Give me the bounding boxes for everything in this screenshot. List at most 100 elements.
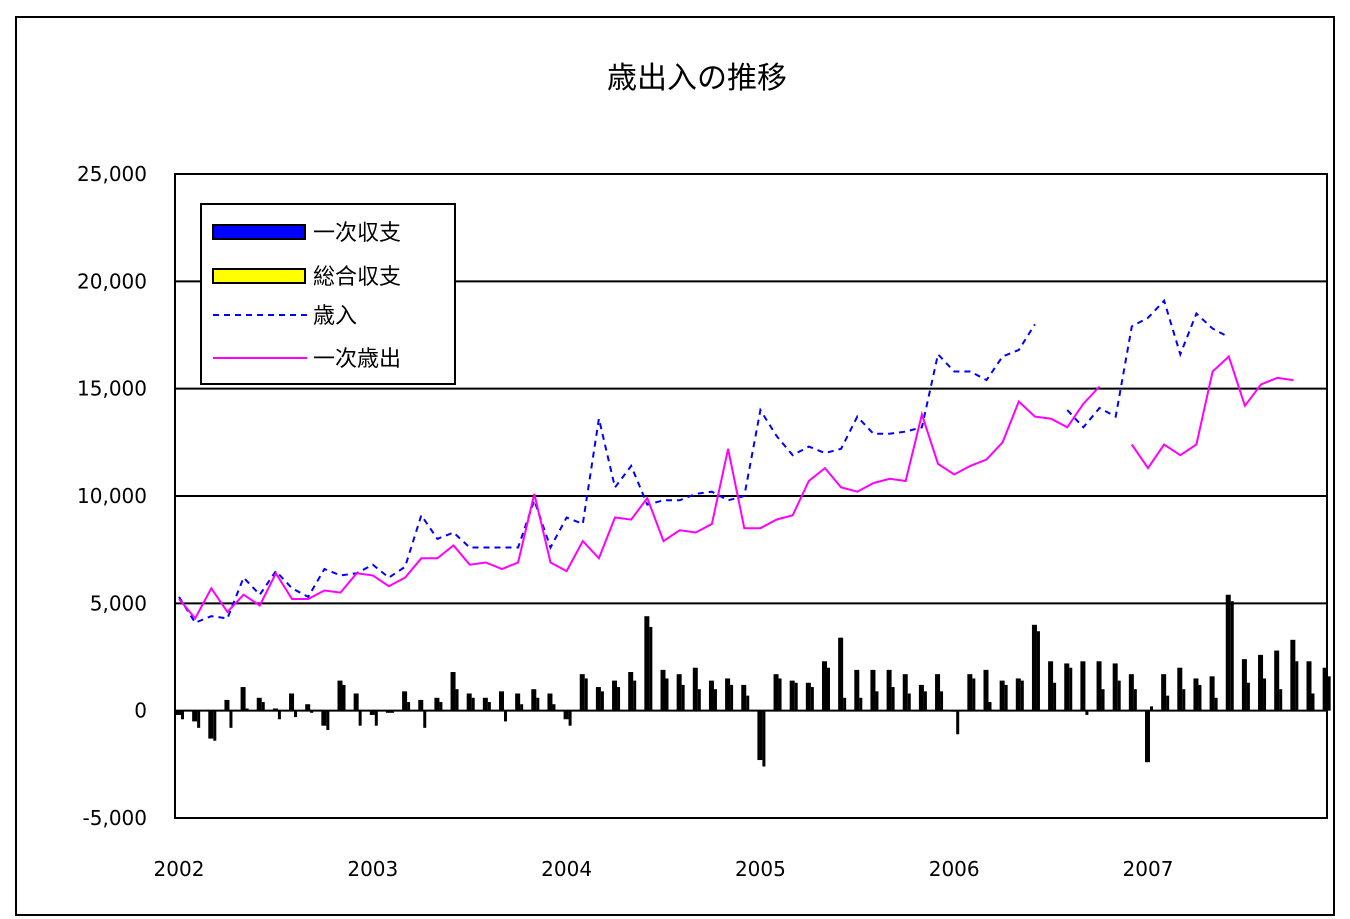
primary-balance-bar [1225, 594, 1231, 711]
legend-label: 歳入 [313, 304, 357, 329]
overall-balance-bar [923, 691, 927, 711]
overall-balance-bar [1182, 689, 1186, 711]
overall-balance-bar [455, 689, 459, 711]
overall-balance-bar [536, 697, 540, 711]
primary-balance-bar [289, 693, 295, 711]
x-tick-label: 2002 [154, 857, 205, 881]
y-tick-label: 5,000 [90, 591, 147, 615]
overall-balance-bar [407, 702, 411, 711]
overall-balance-bar [697, 689, 701, 711]
overall-balance-bar [940, 691, 944, 711]
y-tick-label: -5,000 [83, 806, 147, 830]
primary-balance-bar [1306, 661, 1312, 711]
overall-balance-bar [730, 684, 734, 711]
overall-balance-bar [617, 687, 621, 711]
primary-balance-bar [499, 691, 504, 711]
overall-balance-bar [1166, 695, 1170, 711]
primary-balance-bar [1080, 661, 1086, 711]
overall-balance-bar [1327, 676, 1331, 711]
primary-balance-bar [644, 616, 650, 711]
chart-frame: 歳出入の推移 25,000 20,000 15,000 10,000 5,000 0 -5,… [15, 16, 1335, 916]
overall-balance-bar [762, 710, 766, 767]
primary-balance-bar [434, 697, 440, 711]
y-tick-label: 10,000 [77, 484, 147, 508]
primary-balance-bar [967, 674, 973, 711]
overall-balance-bar [778, 678, 782, 711]
overall-balance-bar [310, 710, 314, 713]
primary-balance-bar [999, 680, 1005, 711]
y-tick-label: 25,000 [77, 162, 147, 186]
overall-balance-bar [891, 687, 895, 711]
primary-balance-bar [321, 710, 327, 726]
primary-balance-bar [1048, 661, 1054, 711]
primary-balance-bar [1112, 663, 1118, 711]
bar-series [176, 594, 1331, 767]
primary-balance-bar [1128, 674, 1134, 711]
primary-balance-bar [402, 691, 408, 711]
overall-balance-bar [1133, 689, 1137, 711]
legend-swatch-overall-balance [212, 268, 306, 284]
primary-balance-bar [1258, 654, 1264, 711]
primary-expenditure-line [178, 354, 1294, 621]
overall-balance-bar [1117, 680, 1121, 711]
overall-balance-bar [294, 710, 298, 718]
line-series [178, 298, 1294, 624]
y-tick-label: 15,000 [77, 377, 147, 401]
y-tick-label: 0 [134, 699, 147, 723]
primary-balance-bar [983, 669, 989, 711]
primary-balance-bar [805, 682, 811, 711]
primary-balance-bar [1031, 624, 1037, 711]
primary-balance-bar [305, 704, 311, 711]
overall-balance-bar [471, 697, 475, 711]
primary-balance-bar [192, 710, 198, 722]
overall-balance-bar [1101, 689, 1105, 711]
primary-balance-bar [547, 693, 553, 711]
primary-balance-bar [595, 687, 601, 711]
primary-balance-bar [337, 680, 343, 711]
primary-balance-bar [902, 674, 908, 711]
chart-svg: 歳出入の推移 25,000 20,000 15,000 10,000 5,000 0 -5,… [77, 61, 1331, 881]
overall-balance-bar [633, 680, 637, 711]
overall-balance-bar [1004, 684, 1008, 711]
primary-balance-bar [612, 680, 618, 711]
primary-balance-bar [870, 669, 876, 711]
legend-swatch-primary-balance [212, 224, 306, 240]
primary-balance-bar [838, 637, 844, 711]
primary-balance-bar [224, 699, 230, 711]
primary-balance-bar [208, 710, 214, 739]
revenue-line [178, 298, 1230, 624]
overall-balance-bar [843, 697, 847, 711]
primary-balance-bar [708, 680, 714, 711]
overall-balance-bar [245, 708, 249, 711]
overall-balance-bar [859, 697, 863, 711]
overall-balance-bar [972, 678, 976, 711]
overall-balance-bar [988, 702, 992, 711]
primary-balance-bar [1290, 639, 1296, 711]
primary-balance-bar [482, 697, 488, 711]
primary-balance-bar [385, 710, 391, 713]
primary-balance-bar [1209, 676, 1215, 711]
primary-balance-bar [563, 710, 569, 720]
primary-balance-bar [935, 674, 941, 711]
overall-balance-bar [213, 710, 217, 741]
overall-balance-bar [374, 710, 378, 726]
x-tick-label: 2004 [541, 857, 592, 881]
primary-balance-bar [176, 710, 181, 715]
overall-balance-bar [1069, 667, 1073, 711]
legend-label: 一次収支 [313, 221, 401, 246]
primary-balance-bar [418, 699, 424, 711]
legend-label: 一次歳出 [313, 347, 401, 372]
overall-balance-bar [423, 710, 427, 728]
overall-balance-bar [1020, 680, 1024, 711]
x-tick-label: 2007 [1123, 857, 1174, 881]
overall-balance-bar [229, 710, 233, 728]
overall-balance-bar [1246, 682, 1250, 711]
primary-balance-bar [757, 710, 763, 761]
overall-balance-bar [1230, 601, 1234, 711]
primary-balance-bar [789, 680, 795, 711]
overall-balance-bar [390, 710, 394, 713]
primary-balance-bar [1096, 661, 1102, 711]
primary-balance-bar [531, 689, 537, 711]
overall-balance-bar [1279, 689, 1283, 711]
primary-balance-bar [854, 669, 860, 711]
